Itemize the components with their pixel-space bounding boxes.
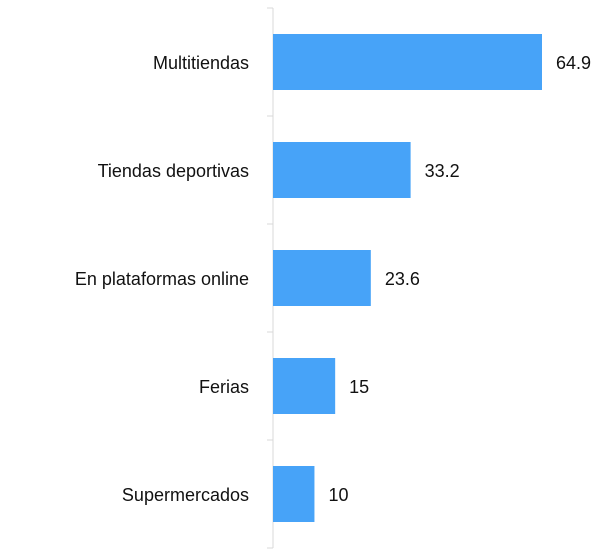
category-label: En plataformas online [75,269,249,289]
bar [273,250,371,306]
value-label: 23.6 [385,269,420,289]
category-label: Multitiendas [153,53,249,73]
value-label: 33.2 [425,161,460,181]
bar [273,34,542,90]
value-label: 15 [349,377,369,397]
value-label: 64.9 [556,53,591,73]
bar [273,142,411,198]
bar [273,466,315,522]
category-label: Ferias [199,377,249,397]
value-label: 10 [328,485,348,505]
category-label: Tiendas deportivas [98,161,249,181]
category-label: Supermercados [122,485,249,505]
bar [273,358,336,414]
